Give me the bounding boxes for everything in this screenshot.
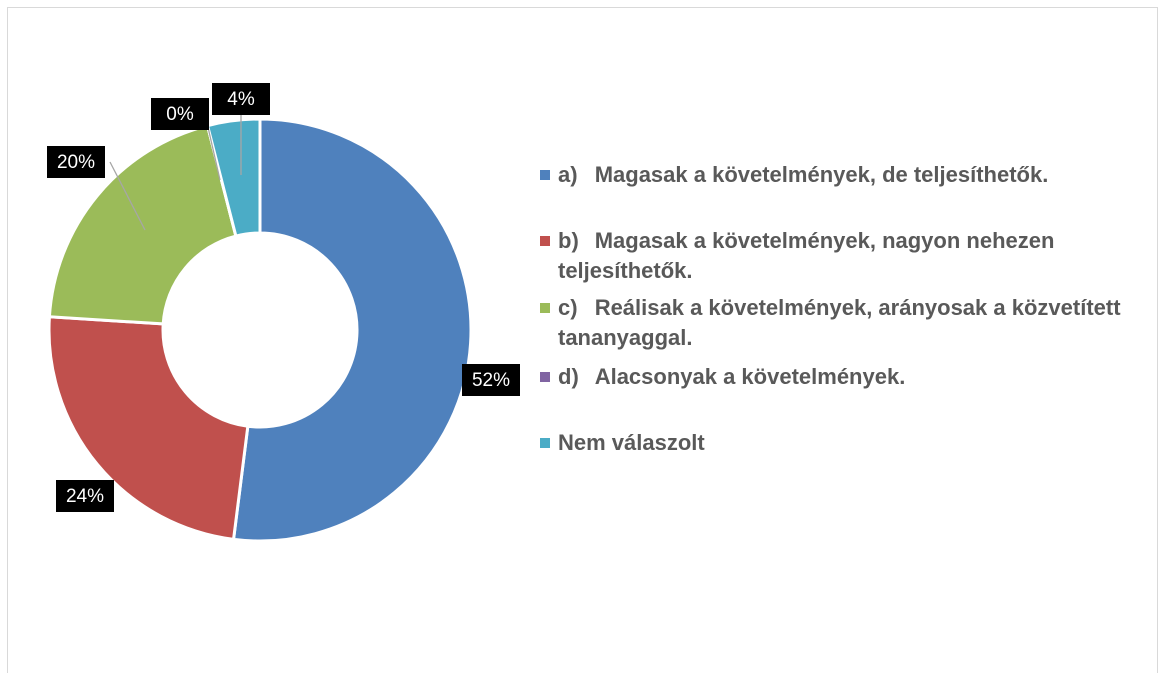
data-label-box [212, 83, 270, 115]
legend-item: Nem válaszolt [540, 428, 1140, 458]
data-label: 0% [166, 104, 194, 125]
legend-item: b) Magasak a követelmények, nagyon nehez… [540, 226, 1140, 286]
data-label: 52% [472, 370, 510, 391]
legend-item: d) Alacsonyak a követelmények. [540, 362, 1140, 392]
legend-swatch [540, 236, 550, 246]
donut-slice [47, 315, 250, 542]
leader-line [109, 161, 146, 231]
legend-label: d) Alacsonyak a követelmények. [558, 364, 906, 389]
donut-slice [231, 117, 473, 543]
data-label-box [47, 146, 105, 178]
legend-label: Nem válaszolt [558, 430, 705, 455]
data-label-box [462, 364, 520, 396]
legend-item: c) Reálisak a követelmények, arányosak a… [540, 293, 1140, 353]
legend-swatch [540, 303, 550, 313]
data-label: 24% [66, 486, 104, 507]
chart-border [7, 7, 1158, 673]
legend-swatch [540, 372, 550, 382]
donut-slice [205, 117, 262, 238]
legend-swatch [540, 170, 550, 180]
legend-label: a) Magasak a követelmények, de teljesíth… [558, 162, 1049, 187]
legend-swatch [540, 438, 550, 448]
data-label: 20% [57, 152, 95, 173]
legend-label: c) Reálisak a követelmények, arányosak a… [558, 295, 1127, 350]
legend-item: a) Magasak a követelmények, de teljesíth… [540, 160, 1140, 190]
legend-label: b) Magasak a követelmények, nagyon nehez… [558, 228, 1061, 283]
data-label-box [151, 98, 209, 130]
data-label-box [56, 480, 114, 512]
data-label: 4% [227, 89, 255, 110]
